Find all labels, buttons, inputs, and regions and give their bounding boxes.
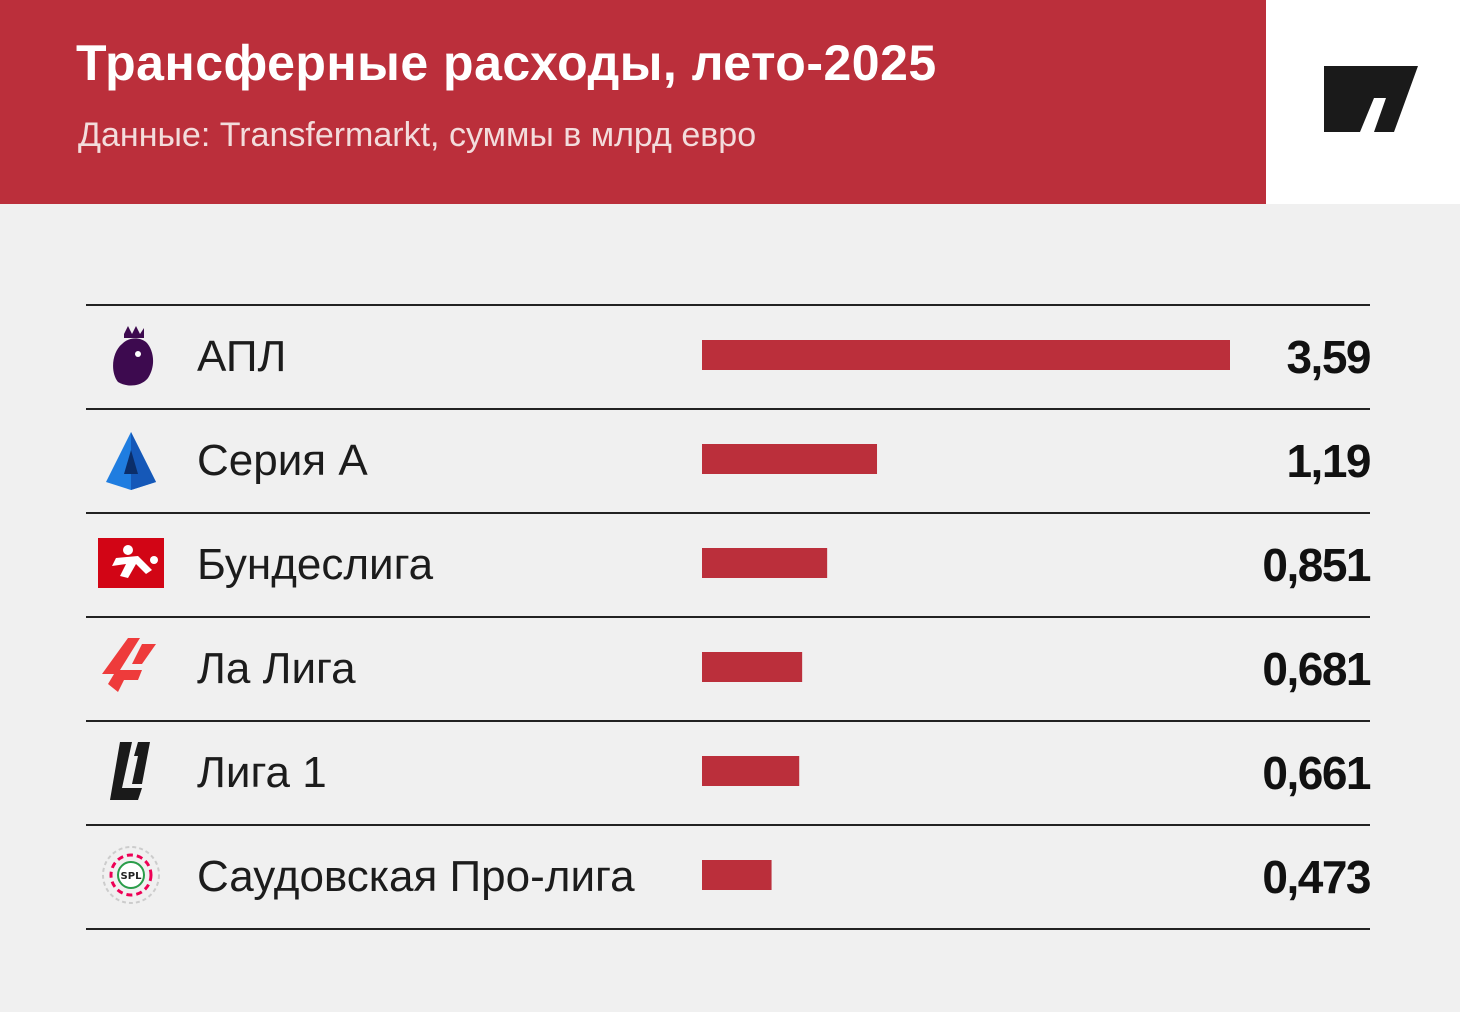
bar (702, 340, 1230, 370)
chart-subtitle: Данные: Transfermarkt, суммы в млрд евро (78, 116, 757, 154)
data-label: 0,473 (1262, 851, 1371, 903)
saudi-pro-league-icon: SPL (102, 846, 160, 904)
row-label: АПЛ (197, 332, 287, 381)
table-rule (86, 512, 1370, 514)
bar (702, 444, 878, 474)
table-rule (86, 720, 1370, 722)
table-row: Ла Лига 0,681 (86, 616, 1371, 720)
header-banner: Трансферные расходы, лето-2025 Данные: T… (0, 0, 1266, 204)
table-rule (86, 408, 1370, 410)
data-label: 0,681 (1262, 643, 1371, 695)
data-label: 1,19 (1286, 435, 1371, 487)
bar-layer (702, 340, 1230, 890)
ligue1-icon (110, 742, 150, 800)
table-rule (86, 616, 1370, 618)
brand-logo-icon (1324, 66, 1418, 132)
chart-title: Трансферные расходы, лето-2025 (76, 35, 937, 91)
row-label: Саудовская Про-лига (197, 852, 635, 901)
brand-logo-box (1266, 0, 1460, 204)
table-rule (86, 824, 1370, 826)
data-label: 0,661 (1262, 747, 1371, 799)
bar (702, 652, 803, 682)
table-row: SPL Саудовская Про-лига 0,473 (86, 824, 1371, 928)
bar (702, 548, 828, 578)
table-rule (86, 928, 1370, 930)
laliga-icon (102, 638, 156, 692)
table-row: Серия А 1,19 (86, 408, 1371, 512)
serie-a-icon (106, 432, 156, 490)
row-label: Серия А (197, 436, 368, 485)
bar (702, 756, 800, 786)
svg-text:SPL: SPL (121, 871, 143, 882)
bar (702, 860, 772, 890)
table-rule (86, 304, 1370, 306)
row-label: Ла Лига (197, 644, 356, 693)
table-row: Лига 1 0,661 (86, 720, 1371, 824)
data-label: 0,851 (1262, 539, 1371, 591)
table-row: Бундеслига 0,851 (86, 512, 1371, 616)
row-label: Бундеслига (197, 540, 434, 589)
data-label: 3,59 (1286, 331, 1371, 383)
table-row: АПЛ 3,59 (86, 304, 1371, 408)
premier-league-lion-icon (113, 326, 154, 386)
row-label: Лига 1 (197, 748, 327, 797)
bundesliga-icon (98, 538, 164, 588)
